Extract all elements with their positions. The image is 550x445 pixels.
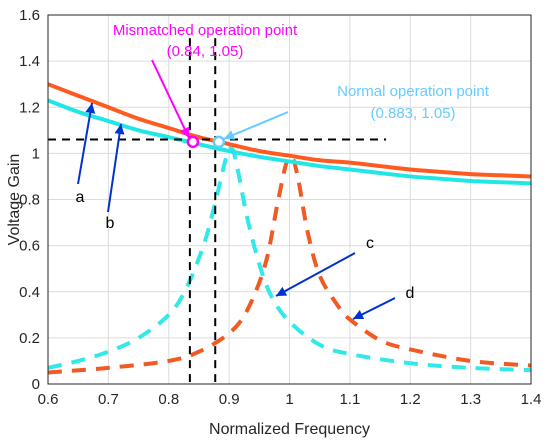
pointer-arrow-b-head [114, 124, 125, 135]
x-tick-label: 0.8 [158, 391, 179, 408]
mismatch-arrow-head [180, 126, 190, 138]
x-tick-label: 1.4 [521, 391, 542, 408]
x-tick-label: 1.1 [339, 391, 360, 408]
mismatch-arrow [151, 59, 190, 139]
pointer-arrow-c-head [276, 286, 288, 296]
pointer-arrow-a-head [85, 103, 96, 114]
normal-arrow-head [223, 130, 236, 140]
pointer-arrow-d-head [353, 310, 365, 319]
annotations: Mismatched operation point (0.84, 1.05) … [76, 22, 490, 302]
y-tick-label: 0.2 [19, 330, 40, 347]
y-tick-label: 1.4 [19, 53, 40, 70]
series-line-d [47, 154, 532, 375]
mismatch-point-label: Mismatched operation point [113, 22, 298, 39]
x-tick-label: 0.7 [98, 391, 119, 408]
curve-label-b: b [106, 215, 115, 232]
pointer-arrow-b [107, 123, 122, 213]
series-line-a [47, 82, 532, 179]
x-tick-label: 1 [285, 391, 293, 408]
x-tick-label: 1.3 [460, 391, 481, 408]
series-line-b [47, 98, 532, 186]
series-group [47, 82, 532, 375]
mismatch-point-marker [186, 135, 200, 149]
plot-frame [47, 14, 532, 385]
curve-label-c: c [366, 235, 374, 252]
guide-lines [48, 38, 387, 384]
x-axis-label: Normalized Frequency [209, 421, 370, 438]
y-tick-label: 0 [32, 376, 40, 393]
y-tick-label: 0.4 [19, 284, 40, 301]
mismatch-point-coords: (0.84, 1.05) [167, 43, 244, 60]
operation-points [186, 135, 226, 149]
pointer-arrow-c [275, 252, 356, 297]
normal-point-marker [212, 135, 226, 149]
x-tick-label: 1.2 [400, 391, 421, 408]
grid-lines [47, 14, 532, 385]
y-tick-label: 0.6 [19, 238, 40, 255]
x-tick-label: 0.6 [38, 391, 59, 408]
series-line-c [47, 146, 532, 373]
annotation-arrows [77, 59, 396, 320]
normal-arrow [223, 111, 289, 140]
y-tick-label: 1 [32, 145, 40, 162]
x-tick-label: 0.9 [219, 391, 240, 408]
curve-label-a: a [76, 189, 85, 206]
y-axis-ticks: 0 0.2 0.4 0.6 0.8 1 1.2 1.4 1.6 [19, 7, 40, 393]
normal-point-coords: (0.883, 1.05) [370, 105, 455, 122]
y-tick-label: 0.8 [19, 192, 40, 209]
y-tick-label: 1.6 [19, 7, 40, 24]
y-axis-label: Voltage Gain [6, 154, 23, 246]
x-axis-ticks: 0.6 0.7 0.8 0.9 1 1.1 1.2 1.3 1.4 [38, 391, 542, 408]
y-tick-label: 1.2 [19, 99, 40, 116]
curve-label-d: d [406, 285, 415, 302]
pointer-arrow-a [77, 102, 93, 185]
normal-point-label: Normal operation point [337, 83, 490, 100]
